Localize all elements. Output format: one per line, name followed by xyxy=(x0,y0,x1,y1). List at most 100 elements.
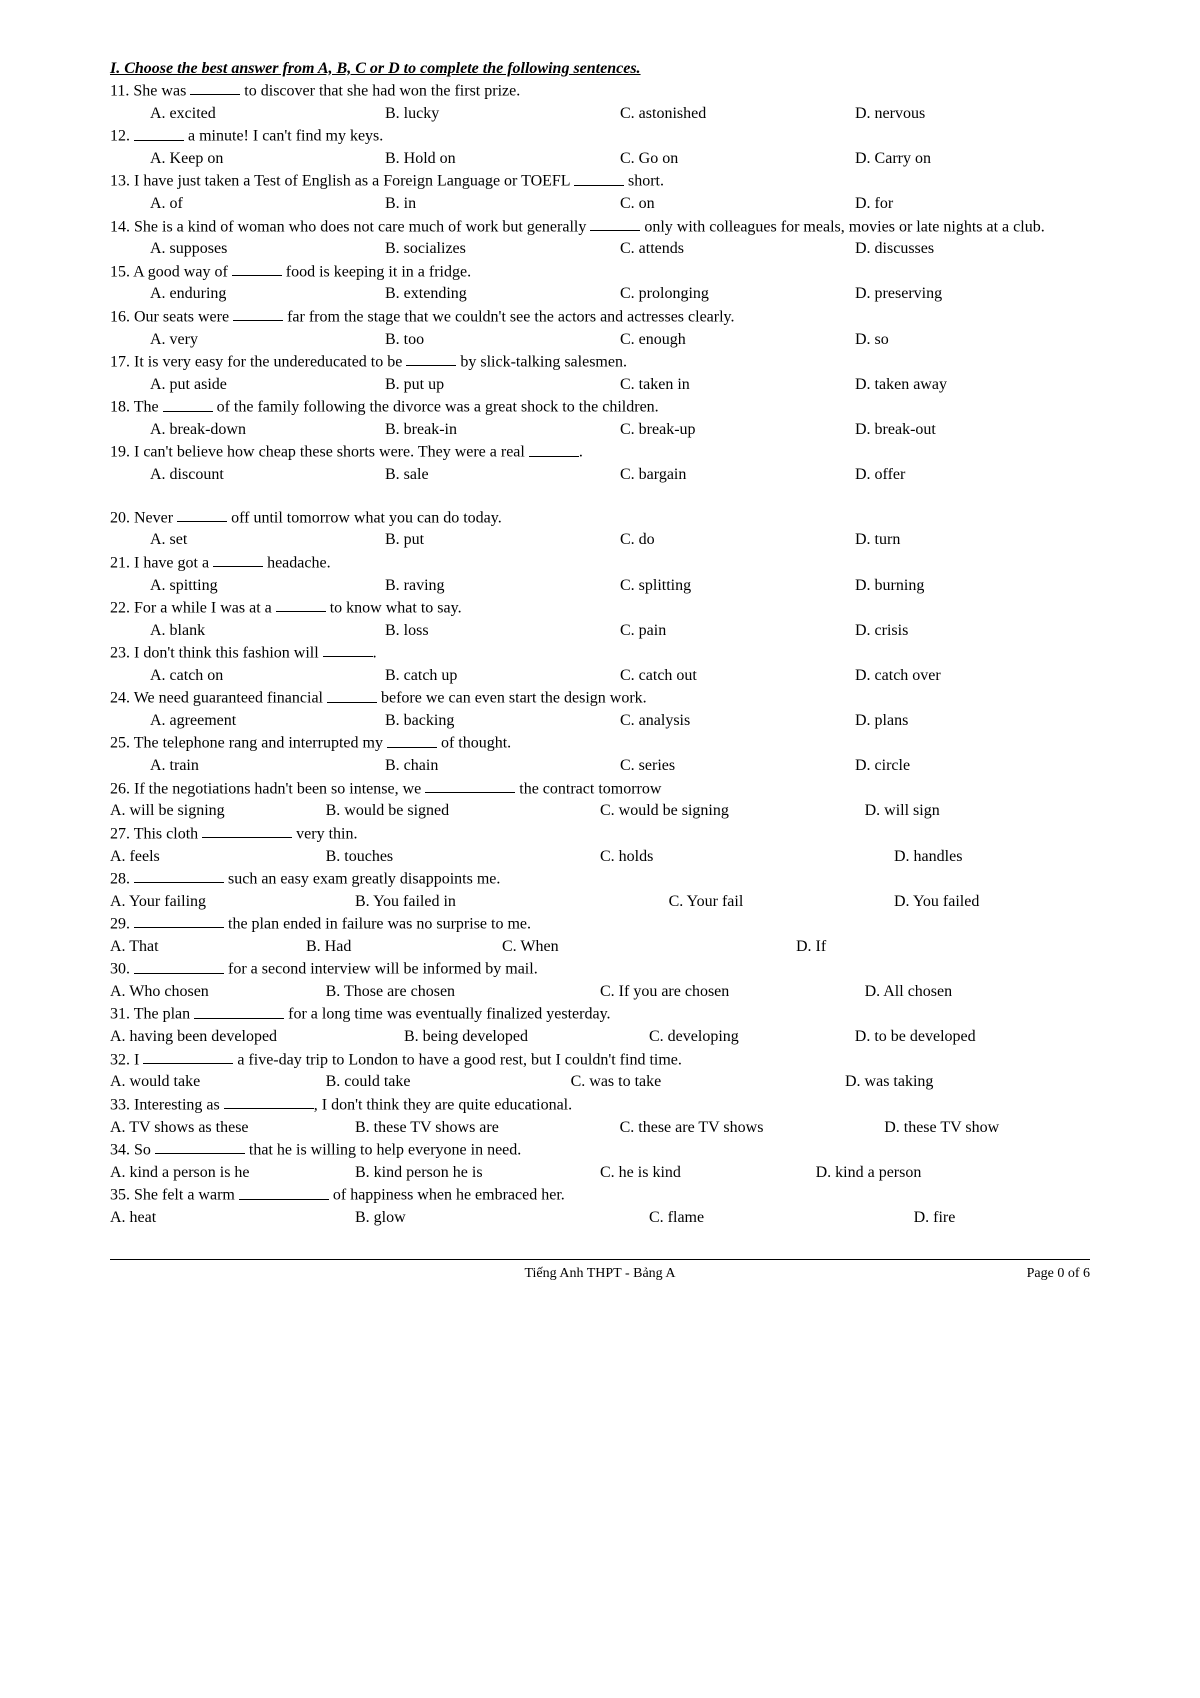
option: A. of xyxy=(150,193,385,215)
question-28: 28. such an easy exam greatly disappoint… xyxy=(110,868,1090,913)
options: A. setB. putC. doD. turn xyxy=(110,529,1090,551)
option: B. would be signed xyxy=(326,800,600,822)
question-15: 15. A good way of food is keeping it in … xyxy=(110,261,1090,306)
option: D. kind a person xyxy=(816,1162,1090,1184)
option: C. prolonging xyxy=(620,283,855,305)
option: B. Those are chosen xyxy=(326,981,600,1003)
section-header: I. Choose the best answer from A, B, C o… xyxy=(110,60,1090,78)
question-text: 18. The of the family following the divo… xyxy=(110,396,1090,419)
option: C. on xyxy=(620,193,855,215)
option: B. break-in xyxy=(385,419,620,441)
option: A. will be signing xyxy=(110,800,326,822)
option: A. agreement xyxy=(150,710,385,732)
option: D. handles xyxy=(894,846,1090,868)
options: A. ofB. inC. onD. for xyxy=(110,193,1090,215)
question-34: 34. So that he is willing to help everyo… xyxy=(110,1139,1090,1184)
option: C. When xyxy=(502,936,796,958)
options: A. break-downB. break-inC. break-upD. br… xyxy=(110,419,1090,441)
option: C. developing xyxy=(649,1026,855,1048)
option: B. put xyxy=(385,529,620,551)
option: B. lucky xyxy=(385,103,620,125)
option: C. do xyxy=(620,529,855,551)
option: B. being developed xyxy=(404,1026,649,1048)
option: D. was taking xyxy=(845,1071,1090,1093)
question-22: 22. For a while I was at a to know what … xyxy=(110,597,1090,642)
option: C. Your fail xyxy=(669,891,894,913)
option: B. socializes xyxy=(385,238,620,260)
option: C. catch out xyxy=(620,665,855,687)
question-31: 31. The plan for a long time was eventua… xyxy=(110,1003,1090,1048)
option: A. Keep on xyxy=(150,148,385,170)
option: B. touches xyxy=(326,846,600,868)
question-26: 26. If the negotiations hadn't been so i… xyxy=(110,778,1090,823)
question-text: 11. She was to discover that she had won… xyxy=(110,80,1090,103)
option: C. attends xyxy=(620,238,855,260)
option: A. put aside xyxy=(150,374,385,396)
question-text: 32. I a five-day trip to London to have … xyxy=(110,1049,1090,1072)
options: A. supposesB. socializesC. attendsD. dis… xyxy=(110,238,1090,260)
option: D. for xyxy=(855,193,1090,215)
question-16: 16. Our seats were far from the stage th… xyxy=(110,306,1090,351)
option: B. sale xyxy=(385,464,620,486)
option: B. loss xyxy=(385,620,620,642)
option: B. Hold on xyxy=(385,148,620,170)
option: B. Had xyxy=(306,936,502,958)
option: C. bargain xyxy=(620,464,855,486)
question-text: 26. If the negotiations hadn't been so i… xyxy=(110,778,1090,801)
question-20: 20. Never off until tomorrow what you ca… xyxy=(110,507,1090,552)
footer-center: Tiếng Anh THPT - Bảng A xyxy=(524,1266,675,1282)
options: A. enduringB. extendingC. prolongingD. p… xyxy=(110,283,1090,305)
option: B. these TV shows are xyxy=(355,1117,620,1139)
option: C. splitting xyxy=(620,575,855,597)
question-text: 24. We need guaranteed financial before … xyxy=(110,687,1090,710)
question-30: 30. for a second interview will be infor… xyxy=(110,958,1090,1003)
options: A. heatB. glowC. flameD. fire xyxy=(110,1207,1090,1229)
option: D. offer xyxy=(855,464,1090,486)
option: B. You failed in xyxy=(355,891,669,913)
option: D. taken away xyxy=(855,374,1090,396)
options: A. trainB. chainC. seriesD. circle xyxy=(110,755,1090,777)
question-text: 30. for a second interview will be infor… xyxy=(110,958,1090,981)
option: D. burning xyxy=(855,575,1090,597)
question-23: 23. I don't think this fashion will .A. … xyxy=(110,642,1090,687)
footer-right: Page 0 of 6 xyxy=(1027,1266,1090,1282)
question-text: 33. Interesting as , I don't think they … xyxy=(110,1094,1090,1117)
option: A. catch on xyxy=(150,665,385,687)
question-text: 35. She felt a warm of happiness when he… xyxy=(110,1184,1090,1207)
option: B. backing xyxy=(385,710,620,732)
option: D. You failed xyxy=(894,891,1090,913)
question-11: 11. She was to discover that she had won… xyxy=(110,80,1090,125)
option: B. in xyxy=(385,193,620,215)
options: A. TV shows as theseB. these TV shows ar… xyxy=(110,1117,1090,1139)
option: C. would be signing xyxy=(600,800,865,822)
options: A. ThatB. HadC. WhenD. If xyxy=(110,936,1090,958)
page-footer: Tiếng Anh THPT - Bảng A Page 0 of 6 xyxy=(110,1259,1090,1282)
options: A. catch onB. catch upC. catch outD. cat… xyxy=(110,665,1090,687)
questions-container: 11. She was to discover that she had won… xyxy=(110,80,1090,1229)
option: C. holds xyxy=(600,846,894,868)
question-text: 19. I can't believe how cheap these shor… xyxy=(110,441,1090,464)
option: D. circle xyxy=(855,755,1090,777)
options: A. will be signingB. would be signedC. w… xyxy=(110,800,1090,822)
option: A. Who chosen xyxy=(110,981,326,1003)
option: D. plans xyxy=(855,710,1090,732)
option: B. extending xyxy=(385,283,620,305)
option: A. blank xyxy=(150,620,385,642)
question-text: 16. Our seats were far from the stage th… xyxy=(110,306,1090,329)
question-32: 32. I a five-day trip to London to have … xyxy=(110,1049,1090,1094)
option: A. very xyxy=(150,329,385,351)
option: D. All chosen xyxy=(865,981,1090,1003)
option: D. catch over xyxy=(855,665,1090,687)
question-text: 27. This cloth very thin. xyxy=(110,823,1090,846)
option: C. flame xyxy=(649,1207,914,1229)
option: B. kind person he is xyxy=(355,1162,600,1184)
option: D. discusses xyxy=(855,238,1090,260)
question-12: 12. a minute! I can't find my keys.A. Ke… xyxy=(110,125,1090,170)
question-14: 14. She is a kind of woman who does not … xyxy=(110,216,1090,261)
question-35: 35. She felt a warm of happiness when he… xyxy=(110,1184,1090,1229)
page-content: I. Choose the best answer from A, B, C o… xyxy=(0,0,1200,1698)
option: A. heat xyxy=(110,1207,355,1229)
question-text: 17. It is very easy for the undereducate… xyxy=(110,351,1090,374)
option: A. discount xyxy=(150,464,385,486)
option: D. preserving xyxy=(855,283,1090,305)
